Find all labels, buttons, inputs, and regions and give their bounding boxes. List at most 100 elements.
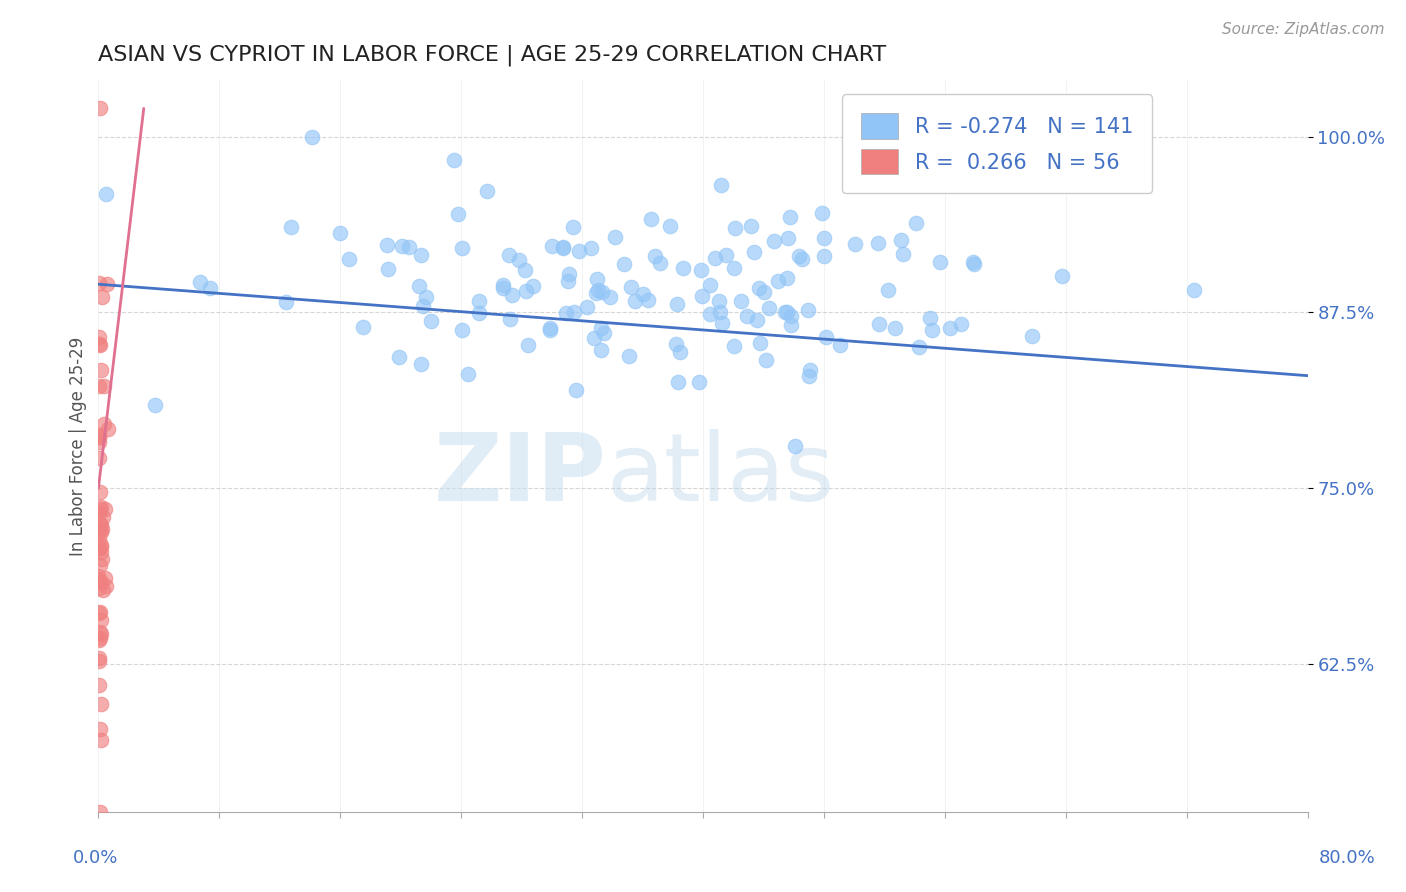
- Point: [89, 532, 111, 546]
- Point: [276, 295, 298, 310]
- Point: [388, 350, 411, 364]
- Point: [538, 320, 561, 334]
- Point: [411, 247, 433, 261]
- Point: [89, 558, 111, 572]
- Point: [329, 226, 352, 240]
- Point: [939, 321, 962, 335]
- Point: [419, 314, 441, 328]
- Point: [94, 579, 117, 593]
- Point: [562, 219, 585, 234]
- Point: [89, 631, 111, 645]
- Y-axis label: In Labor Force | Age 25-29: In Labor Force | Age 25-29: [69, 336, 87, 556]
- Point: [87, 450, 110, 465]
- Point: [89, 805, 111, 819]
- Point: [699, 278, 721, 293]
- Point: [90, 732, 112, 747]
- Point: [501, 287, 523, 301]
- Point: [568, 244, 591, 258]
- Point: [735, 309, 758, 323]
- Text: Source: ZipAtlas.com: Source: ZipAtlas.com: [1222, 22, 1385, 37]
- Point: [963, 257, 986, 271]
- Point: [90, 697, 112, 711]
- Point: [921, 323, 943, 337]
- Point: [752, 285, 775, 299]
- Point: [87, 378, 110, 392]
- Point: [89, 625, 111, 640]
- Point: [352, 319, 374, 334]
- Point: [90, 613, 112, 627]
- Point: [866, 236, 889, 251]
- Point: [89, 502, 111, 516]
- Point: [711, 316, 734, 330]
- Point: [799, 363, 821, 377]
- Point: [776, 304, 799, 318]
- Point: [828, 338, 851, 352]
- Point: [90, 290, 112, 304]
- Point: [475, 184, 498, 198]
- Point: [87, 632, 110, 647]
- Point: [89, 541, 111, 555]
- Point: [918, 311, 941, 326]
- Point: [97, 422, 120, 436]
- Point: [637, 293, 659, 308]
- Point: [690, 289, 713, 303]
- Point: [644, 249, 666, 263]
- Point: [87, 435, 110, 450]
- Point: [1182, 284, 1205, 298]
- Legend: R = -0.274   N = 141, R =  0.266   N = 56: R = -0.274 N = 141, R = 0.266 N = 56: [842, 95, 1152, 193]
- Point: [457, 367, 479, 381]
- Point: [408, 279, 430, 293]
- Point: [796, 302, 818, 317]
- Text: atlas: atlas: [606, 429, 835, 521]
- Point: [89, 722, 111, 736]
- Point: [551, 241, 574, 255]
- Point: [96, 277, 118, 291]
- Point: [776, 231, 799, 245]
- Point: [748, 281, 770, 295]
- Point: [745, 313, 768, 327]
- Point: [499, 311, 522, 326]
- Point: [844, 236, 866, 251]
- Point: [766, 274, 789, 288]
- Point: [90, 500, 112, 515]
- Point: [280, 219, 302, 234]
- Point: [565, 383, 588, 397]
- Point: [762, 234, 785, 248]
- Point: [89, 430, 111, 444]
- Point: [699, 307, 721, 321]
- Point: [143, 398, 166, 412]
- Point: [301, 129, 323, 144]
- Point: [575, 300, 598, 314]
- Point: [650, 256, 672, 270]
- Point: [90, 627, 112, 641]
- Point: [799, 368, 821, 383]
- Point: [779, 318, 801, 332]
- Point: [585, 286, 607, 301]
- Point: [492, 281, 515, 295]
- Point: [508, 252, 530, 267]
- Point: [730, 294, 752, 309]
- Point: [558, 267, 581, 281]
- Point: [876, 283, 898, 297]
- Point: [90, 522, 112, 536]
- Point: [666, 296, 689, 310]
- Point: [591, 343, 613, 357]
- Point: [582, 331, 605, 345]
- Point: [87, 654, 110, 668]
- Point: [929, 254, 952, 268]
- Point: [605, 230, 627, 244]
- Point: [557, 274, 579, 288]
- Point: [631, 287, 654, 301]
- Point: [90, 538, 112, 552]
- Point: [776, 270, 799, 285]
- Point: [517, 338, 540, 352]
- Point: [498, 248, 520, 262]
- Point: [724, 221, 747, 235]
- Point: [188, 275, 211, 289]
- Point: [589, 320, 612, 334]
- Point: [93, 417, 115, 431]
- Point: [787, 248, 810, 262]
- Text: ZIP: ZIP: [433, 429, 606, 521]
- Point: [613, 257, 636, 271]
- Point: [198, 281, 221, 295]
